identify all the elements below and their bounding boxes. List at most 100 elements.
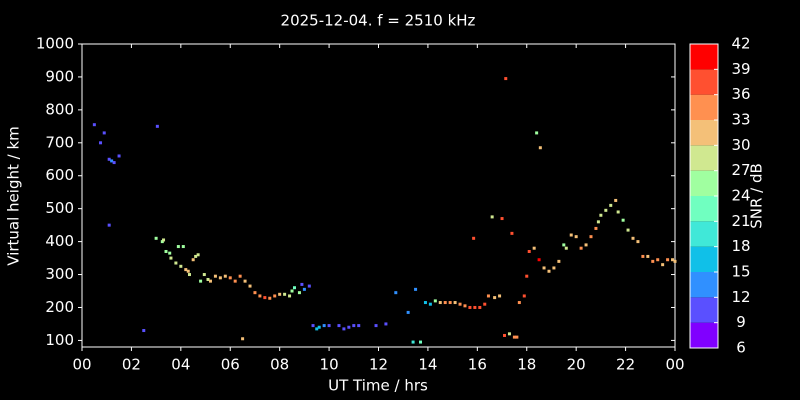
x-tick-label: 10 bbox=[320, 356, 339, 374]
data-point bbox=[352, 324, 356, 328]
data-point bbox=[233, 279, 237, 283]
data-point bbox=[579, 246, 583, 250]
data-point bbox=[181, 245, 185, 249]
data-point bbox=[562, 243, 566, 247]
data-point bbox=[241, 337, 245, 341]
colorbar-band bbox=[690, 272, 718, 298]
data-point bbox=[522, 294, 526, 298]
data-point bbox=[503, 333, 507, 337]
data-point bbox=[504, 77, 508, 81]
data-point bbox=[448, 301, 452, 305]
data-point bbox=[184, 268, 188, 272]
data-point bbox=[176, 245, 180, 249]
data-point bbox=[609, 203, 613, 207]
data-point bbox=[327, 324, 331, 328]
data-point bbox=[191, 258, 195, 262]
x-tick-label: 16 bbox=[468, 356, 487, 374]
colorbar-band bbox=[690, 44, 718, 70]
y-tick-label: 500 bbox=[45, 199, 74, 217]
x-tick-label: 12 bbox=[369, 356, 388, 374]
colorbar-band bbox=[690, 120, 718, 146]
data-point bbox=[557, 259, 561, 263]
data-point bbox=[142, 329, 146, 333]
data-point bbox=[478, 305, 482, 309]
x-axis-label: UT Time / hrs bbox=[328, 377, 428, 395]
data-point bbox=[414, 287, 418, 291]
data-point bbox=[258, 294, 262, 298]
colorbar-band bbox=[690, 145, 718, 171]
colorbar-tick-label: 15 bbox=[731, 263, 750, 281]
data-point bbox=[107, 157, 111, 161]
data-point bbox=[155, 124, 159, 128]
data-point bbox=[438, 301, 442, 305]
data-point bbox=[468, 305, 472, 309]
colorbar-tick-label: 42 bbox=[731, 35, 750, 53]
data-point bbox=[486, 294, 490, 298]
data-point bbox=[646, 254, 650, 258]
data-point bbox=[213, 274, 217, 278]
data-point bbox=[656, 258, 660, 262]
y-tick-label: 900 bbox=[45, 67, 74, 85]
data-point bbox=[515, 335, 519, 339]
data-point bbox=[288, 294, 292, 298]
colorbar-tick-label: 27 bbox=[731, 161, 750, 179]
data-point bbox=[315, 327, 319, 331]
data-point bbox=[406, 310, 410, 314]
data-point bbox=[525, 274, 529, 278]
colorbar-tick-label: 24 bbox=[731, 187, 750, 205]
y-tick-label: 400 bbox=[45, 232, 74, 250]
x-tick-label: 02 bbox=[122, 356, 141, 374]
data-point bbox=[194, 254, 198, 258]
data-point bbox=[107, 223, 111, 227]
data-point bbox=[174, 261, 178, 265]
data-point bbox=[666, 258, 670, 262]
data-point bbox=[547, 269, 551, 273]
data-point bbox=[283, 292, 287, 296]
data-point bbox=[99, 141, 103, 145]
y-tick-label: 100 bbox=[45, 331, 74, 349]
data-point bbox=[661, 263, 665, 267]
colorbar-band bbox=[690, 69, 718, 95]
chart-title: 2025-12-04. f = 2510 kHz bbox=[281, 12, 476, 30]
data-point bbox=[208, 279, 212, 283]
data-point bbox=[218, 276, 222, 280]
colorbar-tick-label: 18 bbox=[731, 237, 750, 255]
data-point bbox=[621, 218, 625, 222]
data-point bbox=[596, 220, 600, 224]
colorbar-band bbox=[690, 170, 718, 196]
data-point bbox=[641, 254, 645, 258]
data-point bbox=[631, 236, 635, 240]
data-point bbox=[651, 259, 655, 263]
data-point bbox=[300, 282, 304, 286]
data-point bbox=[535, 131, 539, 135]
y-tick-label: 800 bbox=[45, 100, 74, 118]
data-point bbox=[248, 284, 252, 288]
colorbar-band bbox=[690, 196, 718, 222]
colorbar-band bbox=[690, 94, 718, 120]
data-point bbox=[394, 291, 398, 295]
x-tick-label: 20 bbox=[567, 356, 586, 374]
data-point bbox=[317, 325, 321, 329]
data-point bbox=[238, 274, 242, 278]
data-point bbox=[292, 286, 296, 290]
data-point bbox=[168, 251, 172, 255]
x-tick-label: 06 bbox=[221, 356, 240, 374]
data-point bbox=[278, 292, 282, 296]
colorbar-tick-label: 33 bbox=[731, 111, 750, 129]
data-point bbox=[552, 266, 556, 270]
data-point bbox=[162, 238, 166, 242]
data-point bbox=[374, 324, 378, 328]
colorbar-tick-label: 39 bbox=[731, 60, 750, 78]
data-point bbox=[594, 226, 598, 230]
data-point bbox=[510, 231, 514, 235]
y-axis-label: Virtual height / km bbox=[5, 126, 23, 265]
data-point bbox=[453, 301, 457, 305]
data-point bbox=[589, 235, 593, 239]
data-point bbox=[179, 264, 183, 268]
data-point bbox=[206, 277, 210, 281]
data-point bbox=[307, 284, 311, 288]
data-point bbox=[110, 159, 114, 163]
data-point bbox=[604, 208, 608, 212]
data-point bbox=[616, 210, 620, 214]
